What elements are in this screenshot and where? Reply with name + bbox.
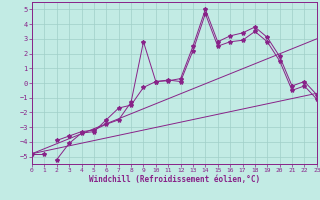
X-axis label: Windchill (Refroidissement éolien,°C): Windchill (Refroidissement éolien,°C): [89, 175, 260, 184]
